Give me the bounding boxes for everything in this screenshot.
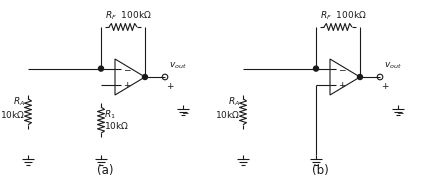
Text: $R_1$: $R_1$ xyxy=(104,109,116,121)
Circle shape xyxy=(358,75,362,80)
Text: $+$: $+$ xyxy=(381,81,389,91)
Text: $R_F$  100k$\Omega$: $R_F$ 100k$\Omega$ xyxy=(320,9,367,22)
Text: $+$: $+$ xyxy=(123,80,132,90)
Text: $v_{out}$: $v_{out}$ xyxy=(169,60,187,71)
Text: $R_F$  100k$\Omega$: $R_F$ 100k$\Omega$ xyxy=(105,9,152,22)
Text: $v_{out}$: $v_{out}$ xyxy=(384,60,402,71)
Text: $-$: $-$ xyxy=(338,64,347,73)
Text: $-$: $-$ xyxy=(123,64,132,73)
Text: (a): (a) xyxy=(97,164,113,177)
Text: 10k$\Omega$: 10k$\Omega$ xyxy=(104,120,129,131)
Text: $R_A$
10k$\Omega$: $R_A$ 10k$\Omega$ xyxy=(215,95,240,120)
Text: $+$: $+$ xyxy=(338,80,346,90)
Text: $+$: $+$ xyxy=(166,81,174,91)
Text: (b): (b) xyxy=(312,164,328,177)
Text: $R_A$
10k$\Omega$: $R_A$ 10k$\Omega$ xyxy=(0,95,25,120)
Circle shape xyxy=(142,75,148,80)
Circle shape xyxy=(98,66,103,71)
Text: $-$: $-$ xyxy=(396,107,404,117)
Text: $-$: $-$ xyxy=(181,107,189,117)
Circle shape xyxy=(313,66,319,71)
